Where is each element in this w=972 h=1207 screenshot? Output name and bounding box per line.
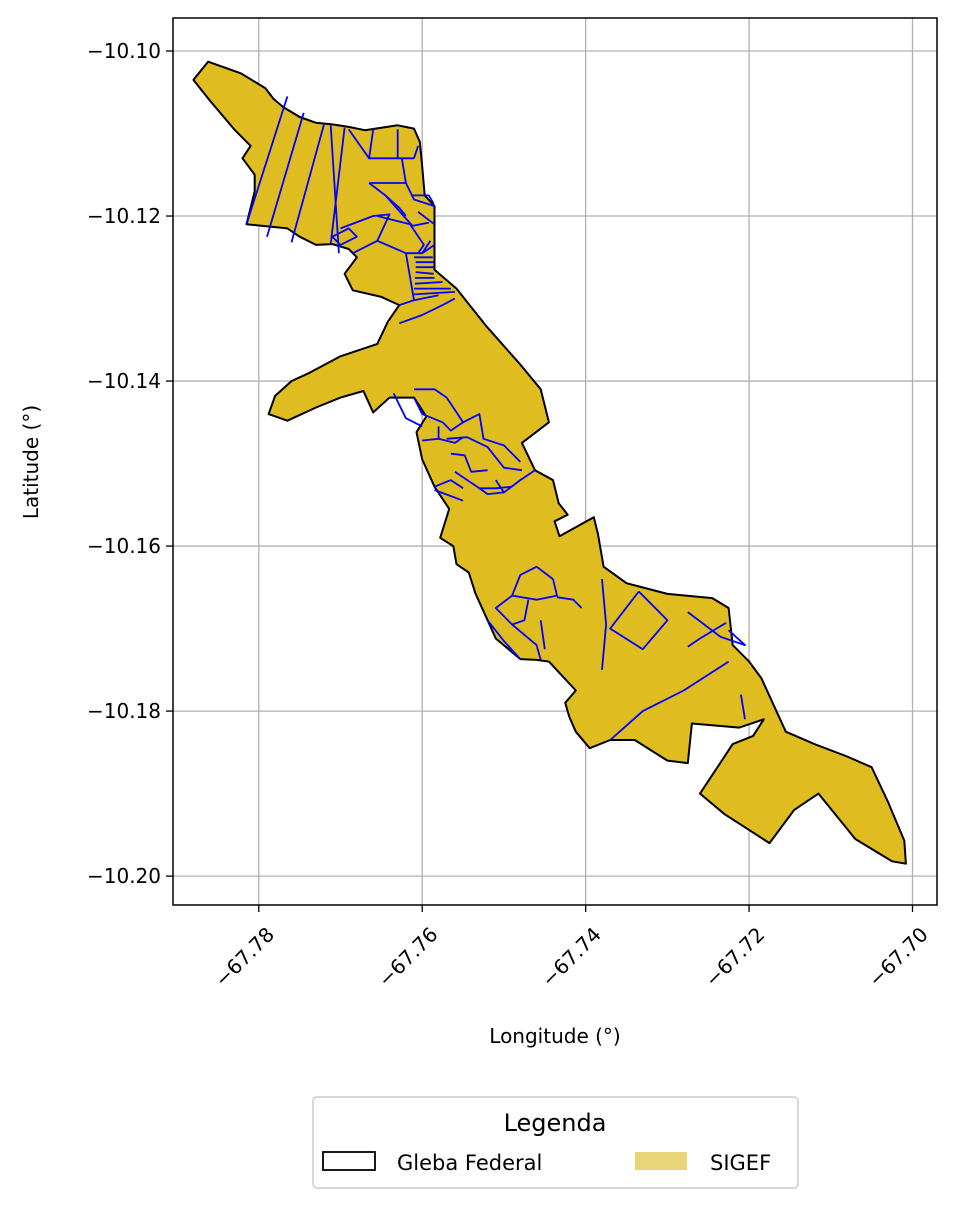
sigef-parcel-boundary (462, 413, 521, 463)
sigef-parcel-boundary (446, 436, 523, 472)
sigef-parcel-boundary (412, 194, 435, 205)
sigef-parcel-boundary (392, 393, 423, 428)
plot-frame (172, 17, 938, 906)
sigef-parcel-boundary (495, 479, 505, 493)
sigef-parcel-boundary (609, 660, 730, 741)
sigef-parcel-boundary (422, 437, 439, 442)
legend-title: Legenda (504, 1109, 607, 1137)
y-tick-label: −10.10 (87, 39, 161, 63)
sigef-parcel-boundary (331, 227, 358, 246)
sigef-parcel-boundary (266, 112, 305, 237)
sigef-parcel-boundary (290, 123, 326, 243)
sigef-parcel-boundary (539, 620, 546, 650)
sigef-parcel-boundary (329, 127, 346, 245)
sigef-parcel-boundary (450, 452, 488, 473)
sigef-parcel-boundary (377, 215, 425, 254)
y-tick-label: −10.18 (87, 699, 161, 723)
y-tick-label: −10.14 (87, 369, 161, 393)
sigef-parcel-boundary (609, 590, 669, 651)
sigef-parcel-boundary (413, 145, 419, 159)
sigef-parcel-boundary (687, 611, 746, 646)
sigef-parcels-layer (245, 96, 746, 741)
legend-label-sigef: SIGEF (710, 1151, 771, 1175)
legend: Legenda Gleba Federal SIGEF (312, 1096, 799, 1189)
y-axis-ticks: −10.10 −10.12 −10.14 −10.16 −10.18 −10.20 (87, 39, 173, 888)
sigef-parcel-boundary (340, 213, 391, 255)
sigef-parcel-boundary (434, 479, 464, 490)
sigef-parcel-boundary (405, 253, 415, 301)
y-tick-label: −10.12 (87, 204, 161, 228)
sigef-parcel-boundary (413, 388, 465, 432)
sigef-parcel-boundary (687, 622, 727, 648)
sigef-parcel-boundary (511, 599, 530, 626)
sigef-parcel-boundary (601, 579, 607, 670)
y-axis-label: Latitude (°) (19, 405, 43, 519)
sigef-parcel-boundary (437, 426, 464, 444)
sigef-parcel-boundary (245, 96, 289, 225)
sigef-parcel-boundary (417, 211, 436, 226)
sigef-parcel-boundary (398, 297, 456, 325)
sigef-parcel-boundary (556, 596, 583, 609)
sigef-parcel-boundary (384, 194, 429, 227)
sigef-parcel-boundary (421, 244, 436, 254)
legend-swatch-sigef (635, 1152, 687, 1170)
legend-swatch-gleba (322, 1151, 376, 1171)
sigef-parcel-boundary (405, 182, 435, 207)
sigef-parcel-boundary (376, 239, 432, 255)
legend-label-gleba: Gleba Federal (397, 1151, 542, 1175)
sigef-parcel-boundary (740, 694, 746, 720)
sigef-parcel-boundary (434, 489, 464, 502)
sigef-parcel-boundary (399, 294, 439, 306)
sigef-parcel-boundary (486, 619, 521, 660)
y-tick-label: −10.16 (87, 534, 161, 558)
x-axis-label: Longitude (°) (489, 1024, 620, 1048)
sigef-parcel-boundary (368, 129, 375, 159)
sigef-parcel-boundary (368, 182, 407, 217)
sigef-parcel-boundary (414, 281, 443, 285)
sigef-parcel-boundary (415, 271, 434, 275)
sigef-parcel-boundary (347, 128, 414, 160)
y-tick-label: −10.20 (87, 864, 161, 888)
sigef-parcel-boundary (413, 291, 455, 296)
sigef-parcel-boundary (329, 125, 340, 254)
